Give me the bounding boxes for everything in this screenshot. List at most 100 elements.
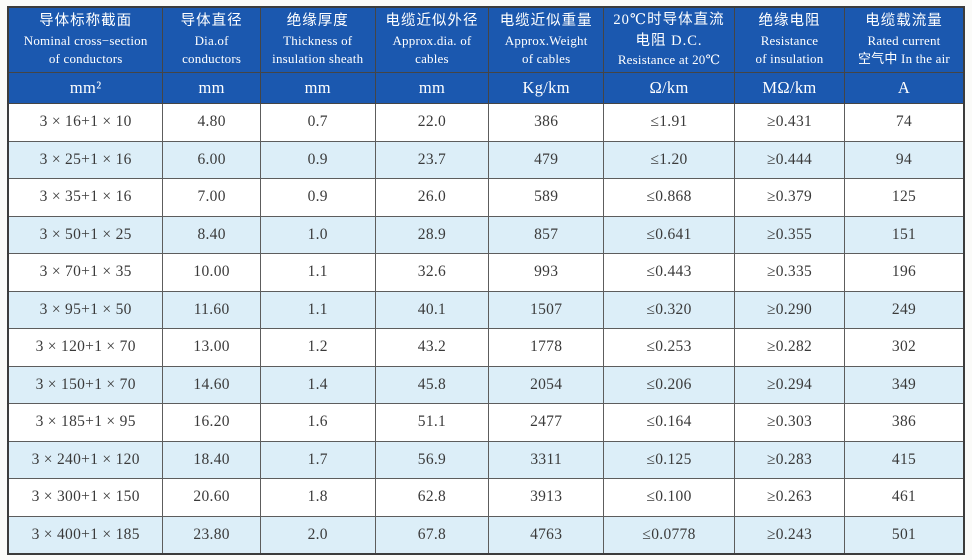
unit-row: mm² mm mm mm Kg/km Ω/km MΩ/km A xyxy=(7,72,965,104)
cell-cross-section: 3 × 16+1 × 10 xyxy=(7,103,164,142)
table-row: 3 × 35+1 × 16 7.00 0.9 26.0 589 ≤0.868 ≥… xyxy=(7,178,965,217)
cell-cross-section: 3 × 400+1 × 185 xyxy=(7,515,164,555)
cell-insulation-resistance: ≥0.379 xyxy=(734,178,845,217)
cell-diameter: 4.80 xyxy=(162,103,261,142)
cell-approx-diameter: 45.8 xyxy=(374,365,490,404)
cell-insulation-resistance: ≥0.431 xyxy=(734,103,845,142)
cell-cross-section: 3 × 25+1 × 16 xyxy=(7,140,164,179)
header-en: Resistance xyxy=(760,32,819,48)
cell-weight: 386 xyxy=(488,103,605,142)
cell-approx-diameter: 28.9 xyxy=(374,215,490,254)
cell-dc-resistance: ≤0.320 xyxy=(603,290,736,329)
cell-approx-diameter: 51.1 xyxy=(374,403,490,442)
cell-thickness: 1.2 xyxy=(259,328,376,367)
cell-diameter: 23.80 xyxy=(162,515,261,555)
cell-approx-diameter: 62.8 xyxy=(374,478,490,517)
cell-cross-section: 3 × 95+1 × 50 xyxy=(7,290,164,329)
cell-approx-diameter: 23.7 xyxy=(374,140,490,179)
header-en: conductors xyxy=(182,51,242,67)
cell-diameter: 7.00 xyxy=(162,178,261,217)
cell-rated-current: 74 xyxy=(843,103,965,142)
cell-rated-current: 196 xyxy=(843,253,965,292)
header-zh: 绝缘电阻 xyxy=(758,13,821,30)
col-header-insulation-resistance: 绝缘电阻 Resistance of insulation xyxy=(734,6,845,73)
cell-weight: 589 xyxy=(488,178,605,217)
cell-insulation-resistance: ≥0.283 xyxy=(734,440,845,479)
cell-dc-resistance: ≤1.20 xyxy=(603,140,736,179)
cell-cross-section: 3 × 120+1 × 70 xyxy=(7,328,164,367)
cable-spec-table-sheet: 导体标称截面 Nominal cross−section of conducto… xyxy=(7,6,965,555)
cell-insulation-resistance: ≥0.444 xyxy=(734,140,845,179)
header-en: of conductors xyxy=(48,51,123,67)
header-zh: 电阻 D.C. xyxy=(635,32,703,49)
cell-weight: 993 xyxy=(488,253,605,292)
cell-thickness: 1.7 xyxy=(259,440,376,479)
header-zh: 电缆载流量 xyxy=(865,13,943,30)
cell-diameter: 14.60 xyxy=(162,365,261,404)
cell-rated-current: 349 xyxy=(843,365,965,404)
cell-rated-current: 415 xyxy=(843,440,965,479)
cell-dc-resistance: ≤0.100 xyxy=(603,478,736,517)
header-row: 导体标称截面 Nominal cross−section of conducto… xyxy=(7,6,965,73)
cell-approx-diameter: 40.1 xyxy=(374,290,490,329)
cell-cross-section: 3 × 300+1 × 150 xyxy=(7,478,164,517)
col-header-insulation-thickness: 绝缘厚度 Thickness of insulation sheath xyxy=(259,6,376,73)
header-zh: 电缆近似重量 xyxy=(499,13,593,30)
cell-rated-current: 302 xyxy=(843,328,965,367)
cell-dc-resistance: ≤0.206 xyxy=(603,365,736,404)
header-zh: 导体标称截面 xyxy=(39,13,133,30)
unit-thickness: mm xyxy=(259,72,376,104)
cell-insulation-resistance: ≥0.303 xyxy=(734,403,845,442)
cell-dc-resistance: ≤0.253 xyxy=(603,328,736,367)
unit-diameter: mm xyxy=(162,72,261,104)
cell-approx-diameter: 67.8 xyxy=(374,515,490,555)
cell-weight: 1507 xyxy=(488,290,605,329)
cell-dc-resistance: ≤0.868 xyxy=(603,178,736,217)
cell-weight: 2477 xyxy=(488,403,605,442)
cell-diameter: 6.00 xyxy=(162,140,261,179)
cell-diameter: 10.00 xyxy=(162,253,261,292)
header-en: of cables xyxy=(522,51,571,67)
table-row: 3 × 300+1 × 150 20.60 1.8 62.8 3913 ≤0.1… xyxy=(7,478,965,517)
header-en: Dia.of xyxy=(194,32,229,48)
header-zh: 导体直径 xyxy=(180,13,243,30)
cell-diameter: 20.60 xyxy=(162,478,261,517)
cell-diameter: 11.60 xyxy=(162,290,261,329)
cell-rated-current: 125 xyxy=(843,178,965,217)
header-en: Resistance at 20℃ xyxy=(617,52,721,68)
cell-thickness: 1.6 xyxy=(259,403,376,442)
cell-weight: 2054 xyxy=(488,365,605,404)
cell-cross-section: 3 × 70+1 × 35 xyxy=(7,253,164,292)
cell-cross-section: 3 × 150+1 × 70 xyxy=(7,365,164,404)
unit-cross-section: mm² xyxy=(7,72,164,104)
unit-dc-resistance: Ω/km xyxy=(603,72,736,104)
cell-rated-current: 386 xyxy=(843,403,965,442)
col-header-conductor-diameter: 导体直径 Dia.of conductors xyxy=(162,6,261,73)
unit-weight: Kg/km xyxy=(488,72,605,104)
header-zh: 电缆近似外径 xyxy=(385,13,479,30)
cell-weight: 479 xyxy=(488,140,605,179)
unit-insulation-resistance: MΩ/km xyxy=(734,72,845,104)
col-header-approx-diameter: 电缆近似外径 Approx.dia. of cables xyxy=(374,6,490,73)
cell-thickness: 0.9 xyxy=(259,140,376,179)
header-en: insulation sheath xyxy=(272,51,364,67)
table-row: 3 × 50+1 × 25 8.40 1.0 28.9 857 ≤0.641 ≥… xyxy=(7,215,965,254)
table-row: 3 × 150+1 × 70 14.60 1.4 45.8 2054 ≤0.20… xyxy=(7,365,965,404)
cell-cross-section: 3 × 185+1 × 95 xyxy=(7,403,164,442)
cell-weight: 857 xyxy=(488,215,605,254)
table-row: 3 × 25+1 × 16 6.00 0.9 23.7 479 ≤1.20 ≥0… xyxy=(7,140,965,179)
unit-rated-current: A xyxy=(843,72,965,104)
cell-insulation-resistance: ≥0.335 xyxy=(734,253,845,292)
header-en: Approx.Weight xyxy=(504,32,588,48)
unit-approx-diameter: mm xyxy=(374,72,490,104)
cell-thickness: 1.4 xyxy=(259,365,376,404)
header-en: Rated current xyxy=(867,32,941,48)
cell-thickness: 0.7 xyxy=(259,103,376,142)
cell-thickness: 1.0 xyxy=(259,215,376,254)
cell-insulation-resistance: ≥0.290 xyxy=(734,290,845,329)
cell-thickness: 1.1 xyxy=(259,253,376,292)
cell-thickness: 1.1 xyxy=(259,290,376,329)
cell-approx-diameter: 26.0 xyxy=(374,178,490,217)
cell-diameter: 16.20 xyxy=(162,403,261,442)
cell-insulation-resistance: ≥0.355 xyxy=(734,215,845,254)
